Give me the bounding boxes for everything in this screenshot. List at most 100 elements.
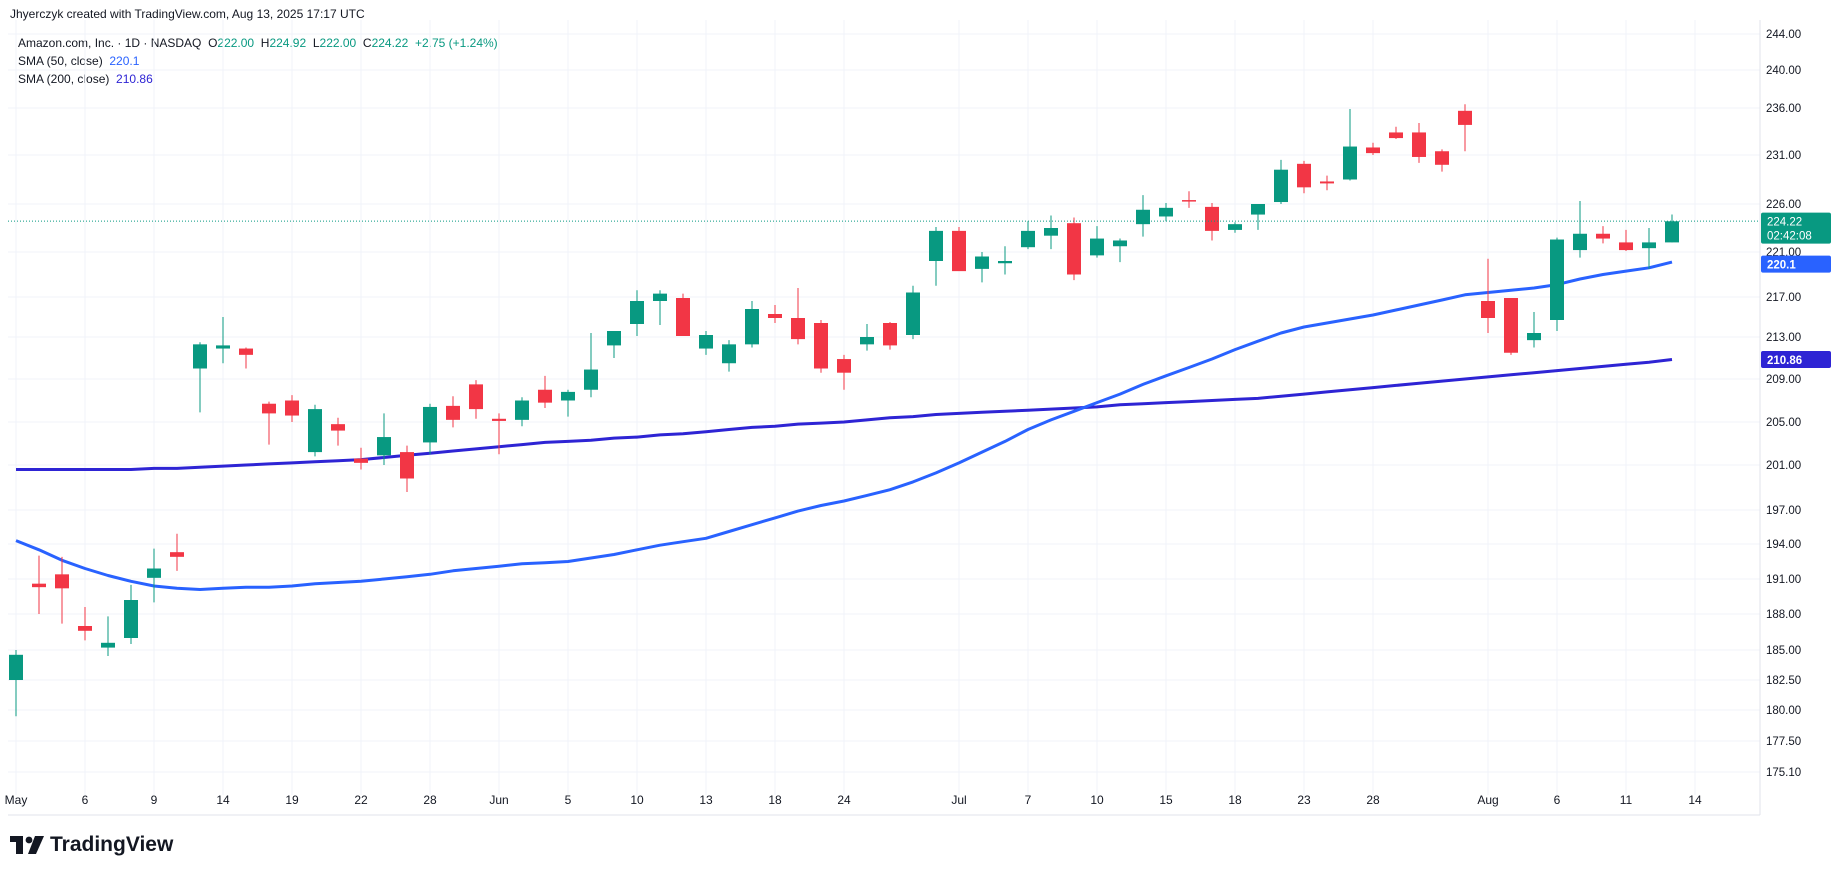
price-axis: 244.00240.00236.00231.00226.00221.00217.…: [1766, 29, 1801, 779]
candle: [101, 616, 115, 656]
candle-body: [676, 298, 690, 336]
candle-body: [1228, 224, 1242, 230]
sma50-legend-row[interactable]: SMA (50, close) 220.1: [18, 52, 498, 70]
time-tick-label: 14: [1688, 793, 1702, 807]
price-tick-label: 205.00: [1766, 417, 1801, 429]
open-value: 222.00: [217, 36, 255, 50]
candle-body: [515, 400, 529, 420]
time-tick-label: 10: [1090, 793, 1104, 807]
candle: [584, 333, 598, 398]
candle-body: [1435, 151, 1449, 165]
candle-body: [1021, 230, 1035, 248]
candle-body: [1067, 223, 1081, 275]
candle-body: [906, 292, 920, 335]
low-value: 222.00: [319, 36, 357, 50]
price-tick-label: 197.00: [1766, 505, 1801, 517]
candle: [32, 555, 46, 614]
candle: [1159, 203, 1173, 222]
candle-body: [1159, 207, 1173, 217]
candle: [9, 650, 23, 717]
candle: [791, 288, 805, 345]
sma50-value: 220.1: [109, 54, 140, 68]
candle: [837, 354, 851, 390]
symbol-name[interactable]: Amazon.com, Inc. · 1D · NASDAQ: [18, 36, 202, 50]
candle-body: [216, 345, 230, 349]
candle: [906, 285, 920, 340]
candle: [745, 301, 759, 348]
candle: [952, 227, 966, 272]
time-tick-label: 28: [1366, 793, 1380, 807]
candle-body: [791, 318, 805, 340]
time-tick-label: Jun: [489, 793, 508, 807]
candle: [515, 397, 529, 427]
open-label: O: [208, 36, 218, 50]
sma200-badge-text: 210.86: [1767, 355, 1802, 367]
candle: [1113, 238, 1127, 263]
candle: [1205, 203, 1219, 241]
candle-body: [262, 403, 276, 414]
time-tick-label: 6: [1554, 793, 1561, 807]
time-tick-label: 22: [354, 793, 368, 807]
price-tick-label: 194.00: [1766, 539, 1801, 551]
time-tick-label: 6: [82, 793, 89, 807]
candle: [446, 396, 460, 428]
price-tick-label: 191.00: [1766, 574, 1801, 586]
candle-body: [561, 391, 575, 401]
candle: [929, 227, 943, 286]
candle-body: [837, 359, 851, 373]
candle-body: [883, 323, 897, 346]
time-tick-label: May: [5, 793, 28, 807]
candle: [561, 389, 575, 417]
candle-body: [1182, 200, 1196, 202]
candle-body: [1297, 163, 1311, 188]
candle-body: [975, 256, 989, 269]
price-tick-label: 217.00: [1766, 292, 1801, 304]
time-tick-label: 18: [768, 793, 782, 807]
candle: [124, 584, 138, 644]
candle: [1642, 228, 1656, 269]
candle: [1527, 312, 1541, 348]
price-tick-label: 244.00: [1766, 29, 1801, 41]
candle: [469, 380, 483, 419]
price-tick-label: 175.10: [1766, 767, 1801, 779]
time-tick-label: 7: [1025, 793, 1032, 807]
candle: [1481, 258, 1495, 333]
candle: [814, 320, 828, 373]
candle: [1435, 149, 1449, 172]
candle-body: [1136, 209, 1150, 225]
candle-body: [929, 230, 943, 261]
candle-body: [1642, 242, 1656, 249]
chart-legend: Amazon.com, Inc. · 1D · NASDAQ O222.00 H…: [18, 34, 498, 88]
candle-body: [32, 583, 46, 588]
candle-body: [78, 626, 92, 631]
time-tick-label: Aug: [1477, 793, 1498, 807]
candle-body: [354, 458, 368, 463]
time-tick-label: 9: [151, 793, 158, 807]
candle: [170, 533, 184, 571]
candle-body: [239, 348, 253, 355]
candle: [55, 556, 69, 624]
candle: [1021, 221, 1035, 250]
tradingview-logo-icon: [10, 836, 44, 854]
candle-body: [1596, 233, 1610, 239]
candle: [1228, 222, 1242, 233]
change-value: +2.75 (+1.24%): [414, 36, 498, 50]
close-value: 224.22: [371, 36, 409, 50]
tradingview-logo[interactable]: TradingView: [10, 833, 173, 857]
candle: [1274, 159, 1288, 204]
candle: [860, 324, 874, 351]
time-tick-label: 18: [1228, 793, 1242, 807]
candle: [676, 293, 690, 336]
candle-body: [193, 344, 207, 369]
candle: [400, 445, 414, 492]
candle: [216, 317, 230, 364]
candle: [722, 340, 736, 372]
candle-body: [1113, 240, 1127, 247]
time-tick-label: 13: [699, 793, 713, 807]
candle: [1665, 214, 1679, 243]
candle: [423, 403, 437, 455]
candle: [1619, 229, 1633, 252]
sma200-legend-row[interactable]: SMA (200, close) 210.86: [18, 70, 498, 88]
symbol-row: Amazon.com, Inc. · 1D · NASDAQ O222.00 H…: [18, 34, 498, 52]
